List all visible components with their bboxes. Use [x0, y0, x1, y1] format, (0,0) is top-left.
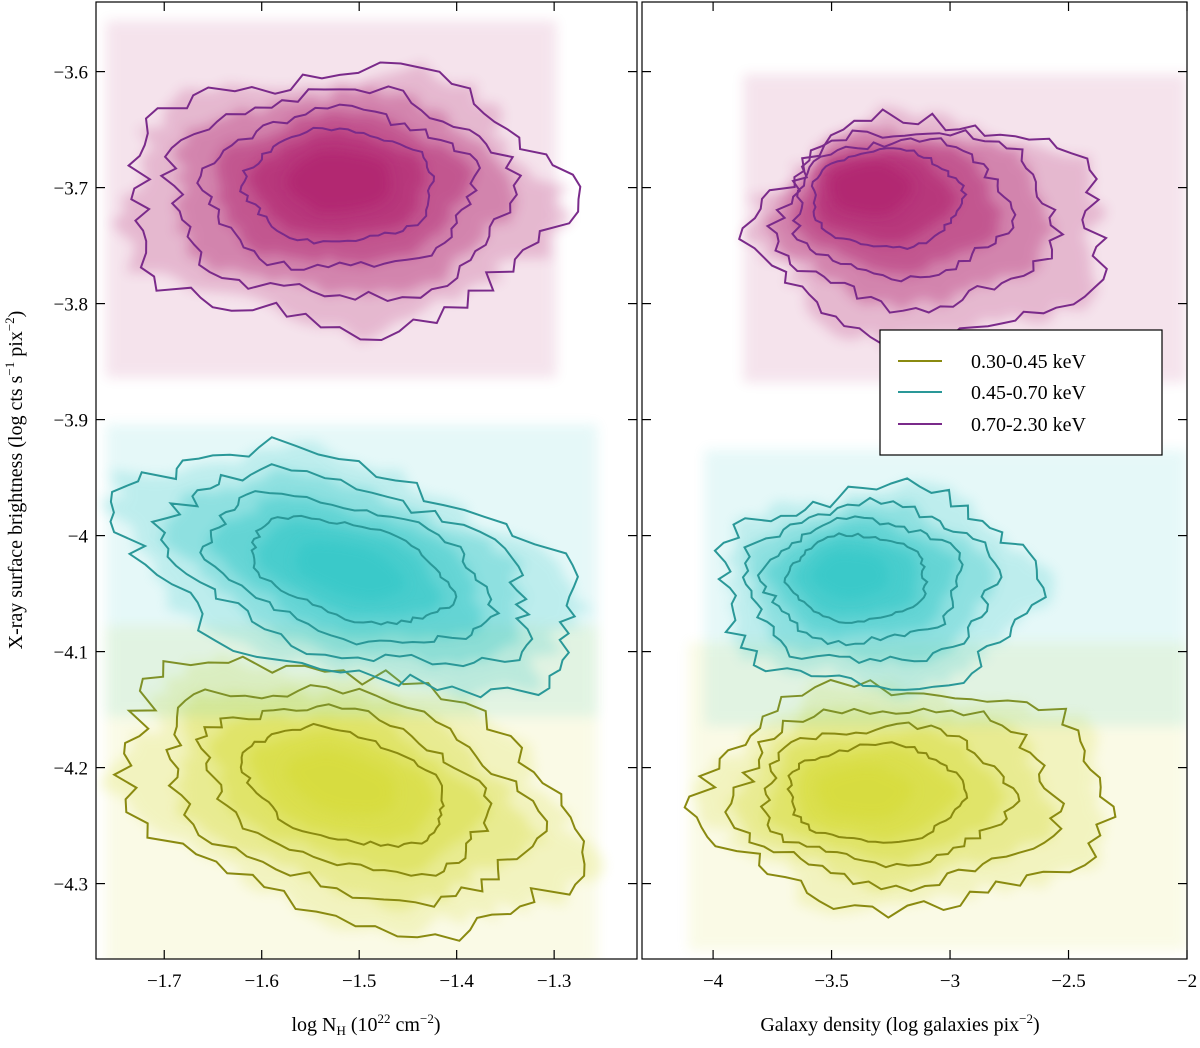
left-x-tick-label: −1.7 [147, 971, 181, 992]
left-band3-contour-1 [126, 61, 582, 342]
right-band3-contour-1 [738, 108, 1108, 348]
left-band2-contour-4 [250, 514, 458, 626]
right-x-tick-label: −2.5 [1051, 971, 1085, 992]
left-band3-density-5 [286, 150, 391, 213]
right-band3-density-5 [828, 160, 914, 216]
right-x-tick-label: −3.5 [814, 971, 848, 992]
right-band1-density-5 [815, 765, 914, 820]
right-band3-contour-2 [765, 129, 1065, 314]
right-band2-contour-2 [741, 496, 1003, 665]
legend-label-band3: 0.70-2.30 keV [971, 414, 1087, 436]
left-band1-contour-1 [112, 655, 586, 942]
left-band2-contour-3 [199, 490, 501, 646]
y-tick-label: −3.9 [54, 411, 88, 432]
y-tick-label: −4.3 [54, 875, 88, 896]
left-x-tick-label: −1.3 [537, 971, 571, 992]
left-x-tick-label: −1.5 [342, 971, 376, 992]
y-tick-label: −3.7 [54, 179, 88, 200]
left-x-tick-label: −1.6 [244, 971, 278, 992]
y-tick-label: −4.2 [54, 759, 88, 780]
right-band2-density-5 [811, 550, 890, 600]
left-band2-contour-1 [109, 436, 579, 699]
legend-label-band2: 0.45-0.70 keV [971, 382, 1087, 404]
left-band1-density-5 [284, 749, 397, 817]
left-plot-frame [95, 1, 638, 960]
right-band2-contour-3 [756, 515, 964, 647]
legend-label-band1: 0.30-0.45 keV [971, 351, 1087, 373]
left-band1-contour-3 [194, 703, 493, 877]
left-band1-contour-2 [165, 684, 549, 908]
left-band3-contour-2 [159, 85, 523, 303]
left-panel [98, 20, 605, 959]
right-x-tick-label: −2 [1177, 971, 1197, 992]
y-tick-label: −4 [68, 527, 89, 548]
right-heatmap-marks [683, 73, 1187, 951]
right-band3-contour-3 [791, 137, 1017, 283]
left-heatmap-marks [98, 20, 605, 959]
left-band2-contour-2 [150, 463, 534, 668]
y-tick-label: −3.6 [54, 63, 88, 84]
left-band3-contour-3 [196, 103, 482, 271]
right-panel [683, 73, 1187, 951]
legend: 0.30-0.45 keV 0.45-0.70 keV 0.70-2.30 ke… [879, 329, 1163, 456]
left-band3-contour-4 [239, 126, 436, 245]
right-x-tick-label: −3 [940, 971, 960, 992]
left-x-tick-label: −1.4 [439, 971, 474, 992]
right-band2-contour-1 [713, 477, 1047, 691]
right-plot-frame [641, 1, 1188, 960]
right-band1-contour-3 [759, 721, 1021, 869]
axis-ticks: −1.7 −1.6 −1.5 −1.4 −1.3 −4.3 −4.2 −4.1 −4 −3.9 −3… [54, 2, 1197, 992]
y-tick-label: −3.8 [54, 295, 88, 316]
left-band2-density-5 [294, 540, 405, 601]
left-band1-contour-4 [239, 722, 445, 849]
right-band3-contour-4 [810, 147, 968, 250]
legend-box [879, 329, 1163, 456]
right-x-tick-label: −4 [703, 971, 724, 992]
right-x-axis-label: Galaxy density (log galaxies pix−2) [760, 1011, 1039, 1036]
right-band1-contour-4 [786, 741, 969, 844]
y-tick-label: −4.1 [54, 643, 88, 664]
y-axis-label: X-ray surface brightness (log cts s−1 pi… [2, 311, 27, 650]
right-band2-contour-4 [783, 532, 929, 624]
left-x-axis-label: log NH (1022 cm−2) [291, 1011, 440, 1038]
